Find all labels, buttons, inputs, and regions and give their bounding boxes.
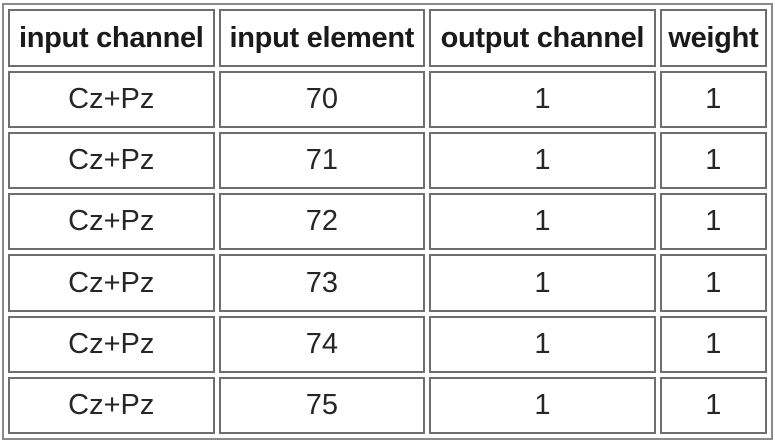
cell-weight: 1 [659, 193, 767, 251]
cell-output-channel: 1 [429, 376, 656, 434]
cell-input-channel: Cz+Pz [8, 315, 215, 373]
cell-input-element: 70 [218, 71, 426, 129]
cell-output-channel: 1 [429, 254, 656, 312]
header-output-channel: output channel [429, 9, 656, 67]
table-row: Cz+Pz 71 1 1 [8, 132, 767, 190]
table-header-row: input channel input element output chann… [8, 9, 767, 67]
cell-input-element: 73 [218, 254, 426, 312]
channel-mapping-table-container: input channel input element output chann… [2, 3, 773, 440]
cell-input-element: 71 [218, 132, 426, 190]
table-row: Cz+Pz 74 1 1 [8, 315, 767, 373]
cell-weight: 1 [659, 132, 767, 190]
cell-output-channel: 1 [429, 193, 656, 251]
table-row: Cz+Pz 72 1 1 [8, 193, 767, 251]
header-weight: weight [659, 9, 767, 67]
table-row: Cz+Pz 75 1 1 [8, 376, 767, 434]
table-row: Cz+Pz 70 1 1 [8, 71, 767, 129]
cell-weight: 1 [659, 254, 767, 312]
cell-input-channel: Cz+Pz [8, 376, 215, 434]
header-input-element: input element [218, 9, 426, 67]
cell-input-element: 75 [218, 376, 426, 434]
cell-output-channel: 1 [429, 132, 656, 190]
cell-weight: 1 [659, 315, 767, 373]
cell-weight: 1 [659, 71, 767, 129]
cell-input-channel: Cz+Pz [8, 254, 215, 312]
table-row: Cz+Pz 73 1 1 [8, 254, 767, 312]
cell-input-channel: Cz+Pz [8, 132, 215, 190]
channel-mapping-table: input channel input element output chann… [4, 5, 771, 438]
cell-input-channel: Cz+Pz [8, 71, 215, 129]
cell-weight: 1 [659, 376, 767, 434]
cell-output-channel: 1 [429, 71, 656, 129]
cell-input-channel: Cz+Pz [8, 193, 215, 251]
header-input-channel: input channel [8, 9, 215, 67]
cell-input-element: 72 [218, 193, 426, 251]
cell-input-element: 74 [218, 315, 426, 373]
cell-output-channel: 1 [429, 315, 656, 373]
